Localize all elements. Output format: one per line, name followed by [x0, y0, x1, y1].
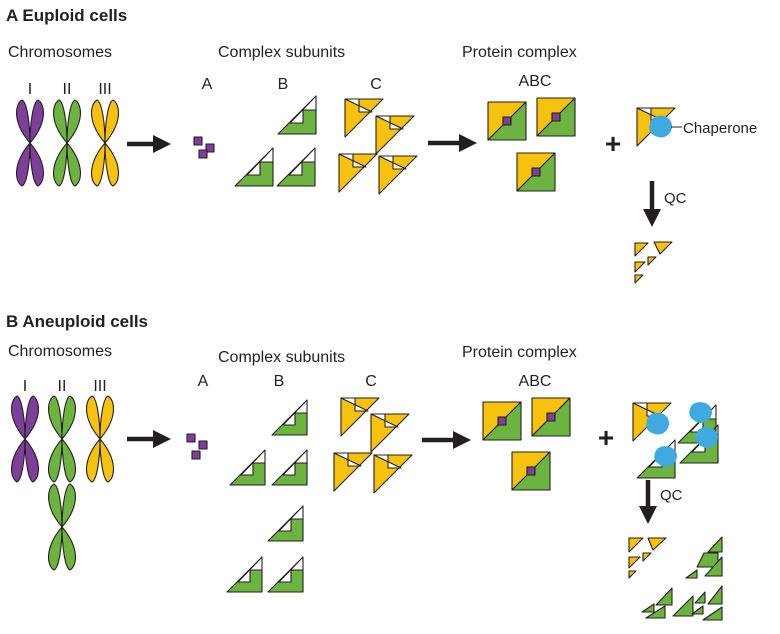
subunit-b-triangle: [271, 449, 308, 486]
complex-label: Protein complex: [462, 44, 577, 61]
subunit-c-triangle: [333, 452, 373, 492]
subunit-c-triangle: [340, 397, 380, 437]
subunit-b-cluster: [226, 399, 308, 593]
subunit-c-cluster: [338, 98, 418, 195]
degraded-fragments: [628, 536, 723, 621]
subunit-b-triangle: [277, 95, 317, 135]
chromosome-ii: [53, 99, 81, 187]
panel-b-title: B Aneuploid cells: [6, 312, 148, 331]
subunit-a-cluster: [193, 136, 215, 159]
chromosome-name-ii: II: [58, 378, 67, 395]
subunit-c-cluster: [333, 397, 413, 494]
chaperone-bound-subunits: [632, 402, 719, 479]
chaperone-blob: [695, 427, 718, 448]
subunit-a-square: [191, 450, 201, 460]
subunit-a-square: [198, 149, 208, 159]
chromosome-name-iii: III: [93, 378, 106, 395]
chromosome-ii: [48, 395, 76, 483]
complex-abc: [487, 101, 527, 141]
chromosome-iii: [86, 395, 114, 483]
complex-abc: [511, 451, 551, 491]
chaperone-blob: [646, 412, 670, 435]
panel-a: A Euploid cells Chromosomes Complex subu…: [6, 6, 757, 284]
subunit-a-square: [205, 143, 215, 153]
subunit-c-triangle: [378, 155, 418, 195]
chromosome-i: [16, 99, 44, 187]
complex-label: Protein complex: [462, 344, 577, 361]
subunit-name-b: B: [278, 76, 289, 93]
protein-complex: [482, 397, 571, 491]
panel-b: B Aneuploid cells Chromosomes Complex su…: [6, 312, 723, 621]
chromosome-iii: [91, 99, 119, 187]
subunit-c-triangle: [338, 153, 378, 193]
complex-name: ABC: [519, 373, 552, 390]
subunits-label: Complex subunits: [218, 44, 345, 61]
chromosomes-label: Chromosomes: [8, 343, 112, 360]
plus-sign: +: [605, 128, 621, 159]
complex-abc: [536, 97, 576, 137]
protein-complex: [487, 97, 576, 192]
subunit-c-triangle: [370, 413, 410, 453]
subunit-c-triangle: [373, 454, 413, 494]
chromosome-name-i: I: [23, 378, 27, 395]
chromosome-ii-extra-copy: [48, 483, 76, 571]
subunit-c-triangle: [344, 98, 384, 138]
chaperone-bound-b: [636, 439, 677, 479]
chromosomes-label: Chromosomes: [8, 44, 112, 61]
subunit-b-cluster: [234, 95, 317, 187]
qc-label: QC: [664, 190, 687, 207]
chaperone-blob: [654, 446, 677, 467]
chaperone-blob: [649, 115, 673, 138]
subunit-name-a: A: [198, 373, 209, 390]
complex-name: ABC: [519, 73, 552, 90]
subunit-a-square: [193, 136, 203, 146]
chromosome-name-i: I: [28, 81, 32, 98]
chaperone-blob: [689, 402, 712, 423]
chromosome-name-iii: III: [98, 81, 111, 98]
subunits-label: Complex subunits: [218, 349, 345, 366]
chaperone-bound-subunit: [636, 107, 676, 147]
subunit-b-triangle: [267, 505, 304, 542]
subunit-b-triangle: [271, 399, 308, 436]
subunit-c-triangle: [375, 115, 415, 155]
plus-sign: +: [598, 422, 614, 453]
qc-label: QC: [660, 487, 683, 504]
subunit-b-triangle: [267, 556, 304, 593]
panel-a-title: A Euploid cells: [6, 6, 127, 25]
subunit-b-triangle: [234, 147, 274, 187]
subunit-b-triangle: [226, 556, 263, 593]
chaperone-bound-c: [632, 402, 672, 442]
complex-abc: [531, 397, 571, 437]
subunit-a-square: [186, 433, 196, 443]
chaperone-bound-b: [679, 424, 719, 464]
subunit-name-c: C: [370, 76, 382, 93]
degraded-fragments: [634, 241, 673, 284]
subunit-name-b: B: [274, 373, 285, 390]
subunit-a-cluster: [186, 433, 208, 460]
chromosome-name-ii: II: [63, 81, 72, 98]
chaperone-label: Chaperone: [683, 120, 757, 137]
subunit-name-c: C: [365, 373, 377, 390]
subunit-name-a: A: [202, 76, 213, 93]
subunit-b-triangle: [276, 147, 316, 187]
subunit-b-triangle: [229, 449, 266, 486]
complex-abc: [482, 401, 522, 441]
chromosome-i: [11, 395, 39, 483]
complex-abc: [516, 152, 556, 192]
subunit-a-square: [198, 440, 208, 450]
